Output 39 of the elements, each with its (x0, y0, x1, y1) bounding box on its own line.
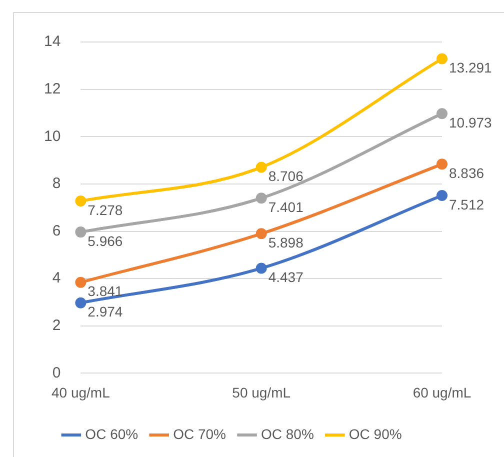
point (75, 196, 86, 207)
legend-label: OC 60% (85, 426, 138, 442)
data-label: 7.278 (88, 202, 123, 218)
legend-label: OC 80% (261, 426, 314, 442)
x-tick-label: 50 ug/mL (232, 384, 291, 400)
data-label: 10.973 (449, 114, 492, 130)
y-tick-label: 6 (52, 222, 61, 240)
legend-label: OC 90% (348, 426, 402, 442)
data-label: 4.437 (268, 269, 304, 286)
point (256, 228, 267, 240)
point (436, 190, 448, 201)
y-tick-label: 0 (52, 364, 61, 382)
data-label: 7.512 (449, 196, 484, 212)
y-tick-label: 2 (52, 317, 61, 334)
y-tick-label: 8 (52, 175, 61, 192)
y-tick-label: 12 (44, 80, 61, 98)
legend-label: OC 70% (173, 426, 226, 442)
point (256, 192, 267, 204)
data-label: 8.706 (268, 168, 304, 184)
point (75, 226, 86, 238)
point (75, 297, 86, 308)
point (256, 162, 267, 173)
data-label: 8.836 (449, 165, 484, 182)
data-label: 13.291 (449, 60, 492, 76)
data-label: 3.841 (88, 283, 123, 300)
y-tick-label: 4 (52, 270, 61, 287)
data-label: 7.401 (268, 198, 304, 215)
data-label: 5.898 (268, 234, 304, 251)
data-label: 2.974 (88, 304, 123, 320)
point (436, 53, 448, 64)
y-tick-label: 14 (44, 33, 61, 50)
point (436, 108, 448, 120)
x-tick-label: 60 ug/mL (412, 384, 472, 400)
point (75, 276, 86, 288)
y-tick-label: 10 (44, 128, 61, 145)
data-label: 5.966 (88, 232, 123, 249)
point (436, 158, 448, 170)
x-tick-label: 40 ug/mL (51, 384, 110, 400)
point (256, 262, 267, 274)
